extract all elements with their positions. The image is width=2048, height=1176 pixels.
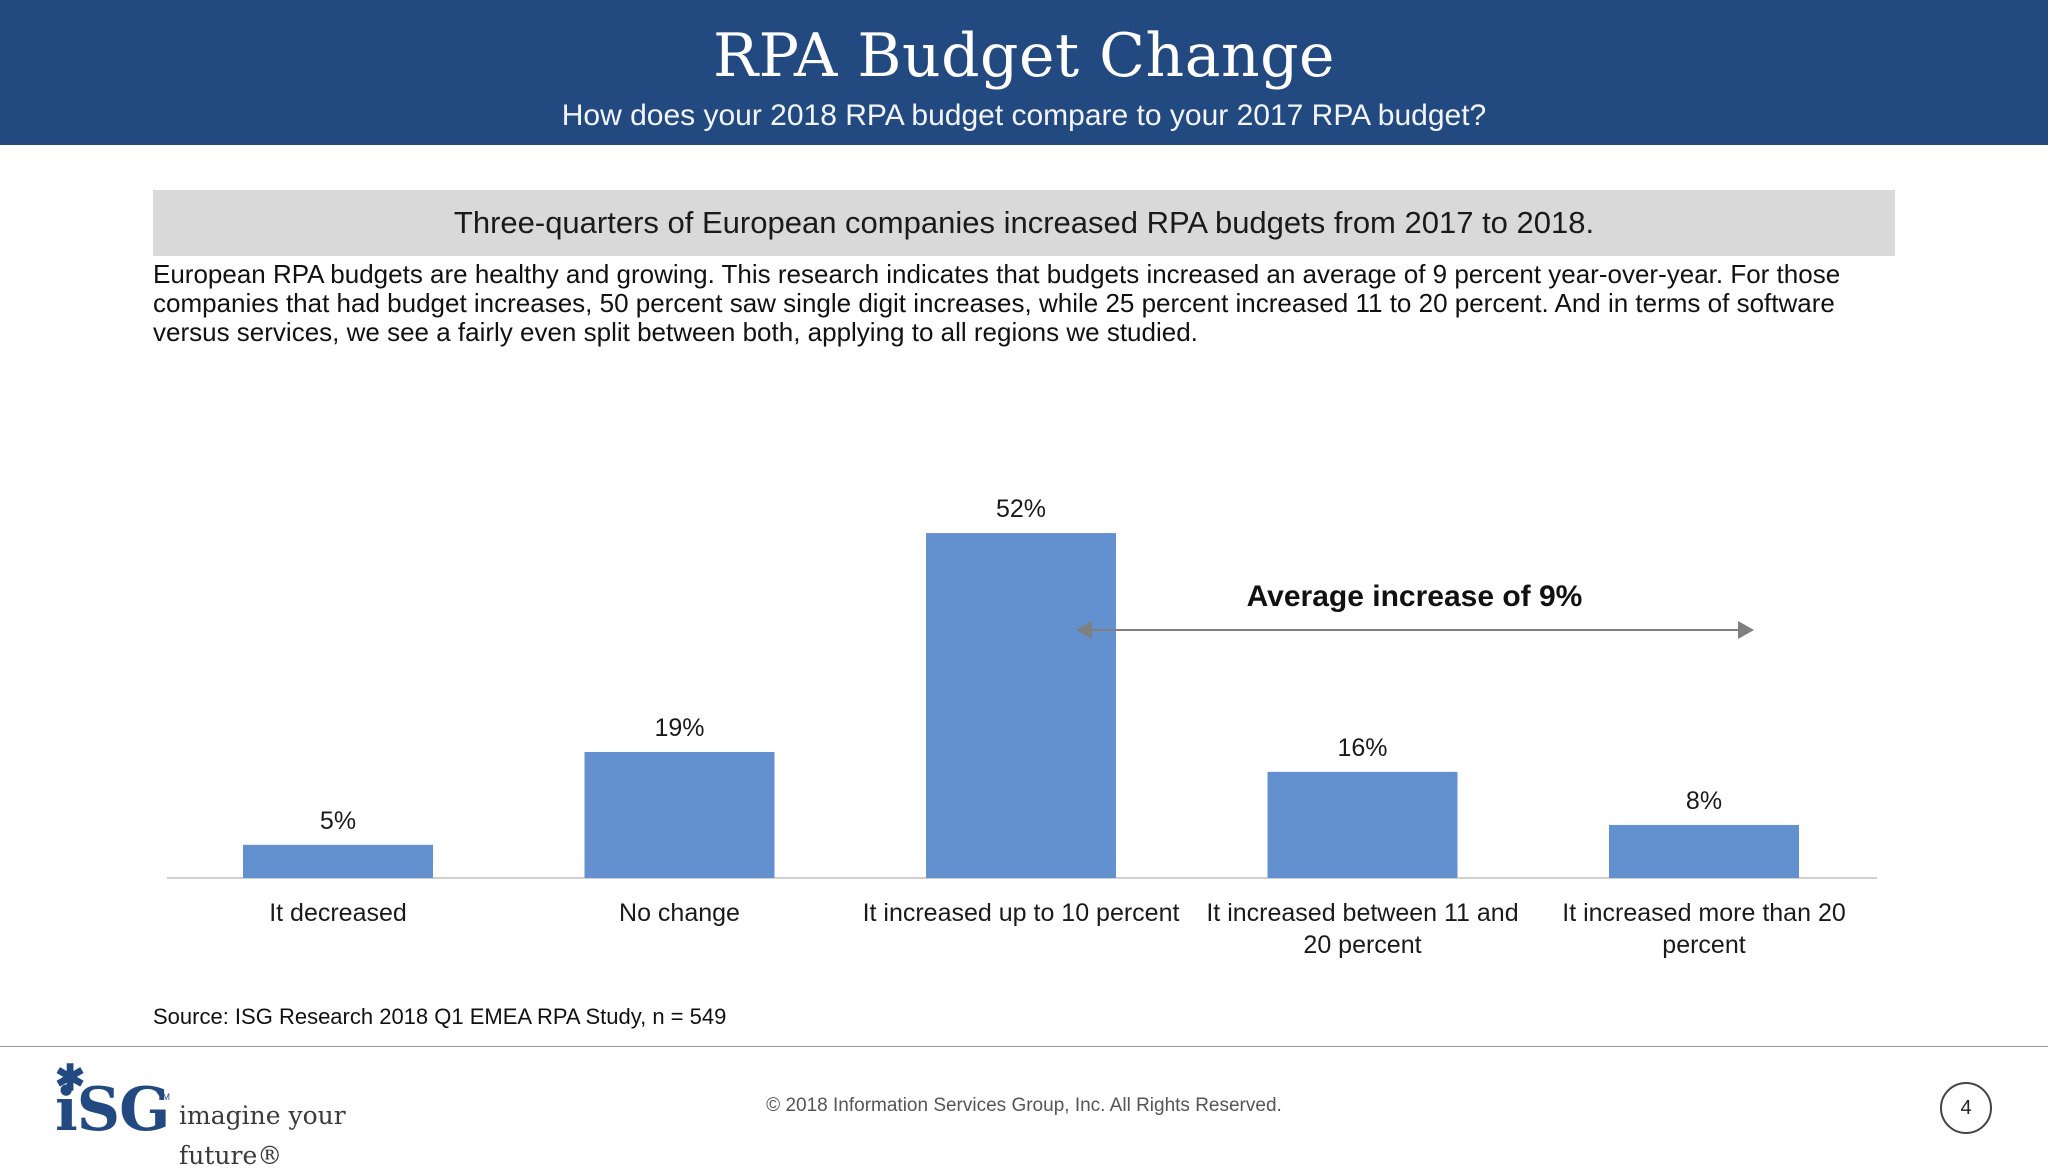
page-subtitle: How does your 2018 RPA budget compare to… [561, 99, 1487, 132]
header-banner: RPA Budget Change How does your 2018 RPA… [0, 0, 2048, 145]
budget-change-bar-chart: 5% It decreased 19% No change 52% It increase… [167, 495, 1877, 959]
source-note: Source: ISG Research 2018 Q1 EMEA RPA St… [153, 1004, 727, 1029]
bar-3 [926, 533, 1116, 878]
data-label-2: 19% [654, 714, 704, 742]
bar-5 [1609, 824, 1799, 878]
category-label-5: It increased more than 20 percent [1562, 899, 1846, 959]
data-label-3: 52% [996, 495, 1046, 523]
average-increase-annotation: Average increase of 9% [1247, 580, 1583, 613]
copyright-text: © 2018 Information Services Group, Inc. … [766, 1095, 1282, 1116]
category-label-3: It increased up to 10 percent [863, 899, 1180, 927]
arrow-right-head-icon [1738, 621, 1754, 639]
category-label-2: No change [619, 899, 740, 927]
data-label-4: 16% [1337, 734, 1387, 762]
bar-1 [243, 844, 433, 878]
bar-2 [584, 751, 775, 878]
category-label-1: It decreased [269, 899, 407, 927]
key-finding-callout: Three-quarters of European companies inc… [153, 190, 1895, 256]
footer-divider [0, 1046, 2048, 1047]
asterisk-icon: ✱ [55, 1057, 86, 1098]
bar-4 [1267, 771, 1458, 878]
page-number: 4 [1940, 1082, 1992, 1134]
data-label-5: 8% [1686, 787, 1722, 815]
logo-trademark: TM [157, 1092, 170, 1102]
data-label-1: 5% [320, 807, 356, 835]
body-paragraph: European RPA budgets are healthy and gro… [153, 259, 1841, 347]
logo-wordmark: iSG [55, 1075, 170, 1145]
page-title: RPA Budget Change [712, 21, 1336, 91]
arrow-left-head-icon [1076, 621, 1092, 639]
category-label-4: It increased between 11 and 20 percent [1206, 899, 1518, 959]
